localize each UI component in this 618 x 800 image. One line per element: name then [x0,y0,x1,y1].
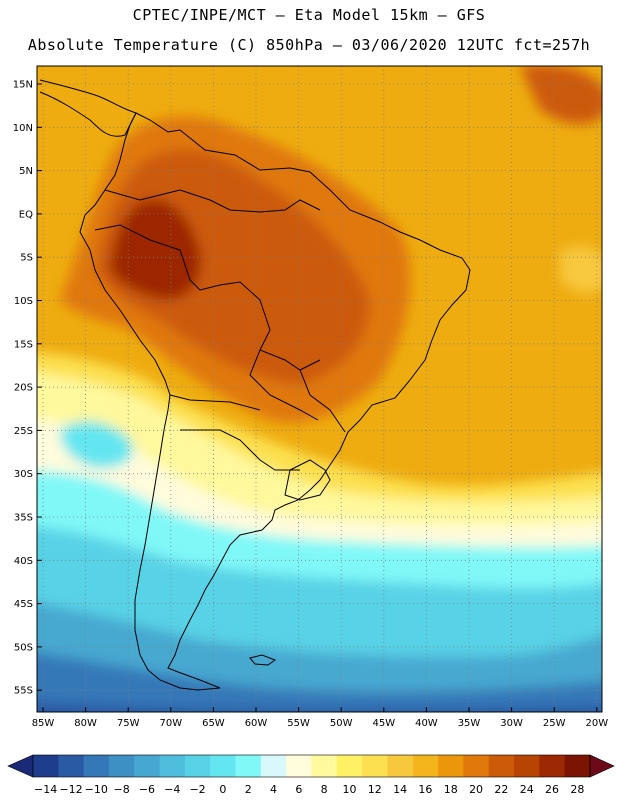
colorbar-label-10: 6 [295,783,302,796]
colorbar-swatch-3 [108,755,135,777]
longitude-labels: 85W 80W 75W 70W 65W 60W 55W 50W 45W 40W 35W 30W 25W 2… [32,707,608,729]
lon-label-6: 55W [287,718,310,729]
colorbar-swatch-15 [412,755,439,777]
colorbar-swatch-1 [58,755,85,777]
lat-label-10: 35S [14,513,33,524]
lat-label-3: EQ [19,209,33,220]
colorbar-swatch-6 [184,755,211,777]
colorbar-label-15: 16 [418,783,432,796]
colorbar-swatch-13 [362,755,388,777]
lon-label-5: 60W [245,718,268,729]
colorbar-label-20: 26 [545,783,559,796]
lat-label-7: 20S [14,383,33,394]
colorbar-label-2: −10 [85,783,108,796]
lat-label-4: 5S [20,253,33,264]
map-frame [36,65,603,713]
colorbar-swatch-12 [336,755,363,777]
mild-spot-atlantic [560,246,602,294]
lat-label-1: 10N [13,123,33,134]
lat-label-9: 30S [14,469,33,480]
lon-label-2: 75W [117,718,140,729]
warm-spot-ne [520,66,602,124]
lon-label-0: 85W [32,718,55,729]
lat-label-2: 5N [19,166,33,177]
colorbar-label-12: 10 [342,783,356,796]
lat-label-6: 15S [14,339,33,350]
falklands [249,654,277,666]
colorbar-swatch-21 [564,755,591,777]
colorbar-label-0: −14 [34,783,57,796]
colorbar-swatch-11 [311,755,338,777]
colorbar-over-arrow [589,754,615,778]
colorbar-label-13: 12 [368,783,382,796]
colorbar-label-1: −12 [59,783,82,796]
title-line-2: Absolute Temperature (C) 850hPa – 03/06/… [27,36,591,54]
lon-label-10: 35W [458,718,481,729]
colorbar-label-8: 2 [245,783,252,796]
colorbar-swatch-0 [33,755,59,777]
colorbar-under-arrow [7,754,34,778]
central-america-outline [39,79,137,137]
band-minus-10 [37,652,602,712]
colorbar-frame [32,754,591,778]
lat-label-5: 10S [14,296,33,307]
lat-label-8: 25S [14,426,33,437]
colorbar-swatch-14 [387,755,414,777]
colorbar [7,754,615,778]
lon-label-9: 40W [415,718,438,729]
colorbar-label-11: 8 [321,783,328,796]
colorbar-label-19: 24 [520,783,534,796]
colorbar-swatch-20 [539,755,566,777]
colorbar-label-9: 4 [270,783,277,796]
colorbar-label-3: −8 [114,783,130,796]
coastlines [39,79,471,691]
colorbar-swatch-2 [83,755,110,777]
lat-label-12: 45S [14,599,33,610]
lon-label-4: 65W [202,718,225,729]
lat-label-13: 50S [14,642,33,653]
lon-label-8: 45W [372,718,395,729]
lon-label-11: 30W [500,718,523,729]
south-america-outline [79,112,471,691]
colorbar-label-21: 28 [570,783,584,796]
colorbar-swatch-16 [438,755,464,777]
lat-label-11: 40S [14,556,33,567]
lon-label-12: 25W [543,718,566,729]
colorbar-label-4: −6 [139,783,155,796]
colorbar-swatch-17 [463,755,490,777]
temperature-field [37,66,602,712]
colorbar-swatch-4 [134,755,161,777]
colorbar-label-17: 20 [469,783,483,796]
cool-pocket [60,421,133,469]
colorbar-swatch-18 [488,755,515,777]
colorbar-swatch-19 [514,755,540,777]
colorbar-label-7: 0 [219,783,226,796]
band-minus-12 [37,701,602,712]
colorbar-label-5: −4 [164,783,180,796]
title-line-1: CPTEC/INPE/MCT – Eta Model 15km – GFS [132,6,486,24]
lon-label-13: 20W [585,718,608,729]
colorbar-swatch-10 [286,755,312,777]
colorbar-swatch-9 [260,755,287,777]
colorbar-label-18: 22 [494,783,508,796]
temperature-bands [37,66,602,712]
lat-label-14: 55S [14,686,33,697]
colorbar-swatch-8 [235,755,262,777]
colorbar-labels: −14 −12 −10 −8 −6 −4 −2 0 2 4 6 8 10 12 14 16 18 20 22 24 26… [34,783,584,796]
colorbar-swatch-5 [159,755,186,777]
colorbar-label-14: 14 [393,783,407,796]
uruguay-border [284,459,331,501]
lon-label-1: 80W [74,718,97,729]
colorbar-label-6: −2 [189,783,205,796]
brazil-border [179,189,346,433]
lon-label-7: 50W [330,718,353,729]
latitude-labels: 15N 10N 5N EQ 5S 10S 15S 20S 25S 30S 35S 40S 45S 50S 5… [13,80,42,697]
andean-borders [94,189,300,471]
lon-label-3: 70W [159,718,182,729]
colorbar-label-16: 18 [444,783,458,796]
lat-label-0: 15N [13,80,33,91]
warm-core-26 [110,199,201,300]
colorbar-swatch-7 [210,755,237,777]
